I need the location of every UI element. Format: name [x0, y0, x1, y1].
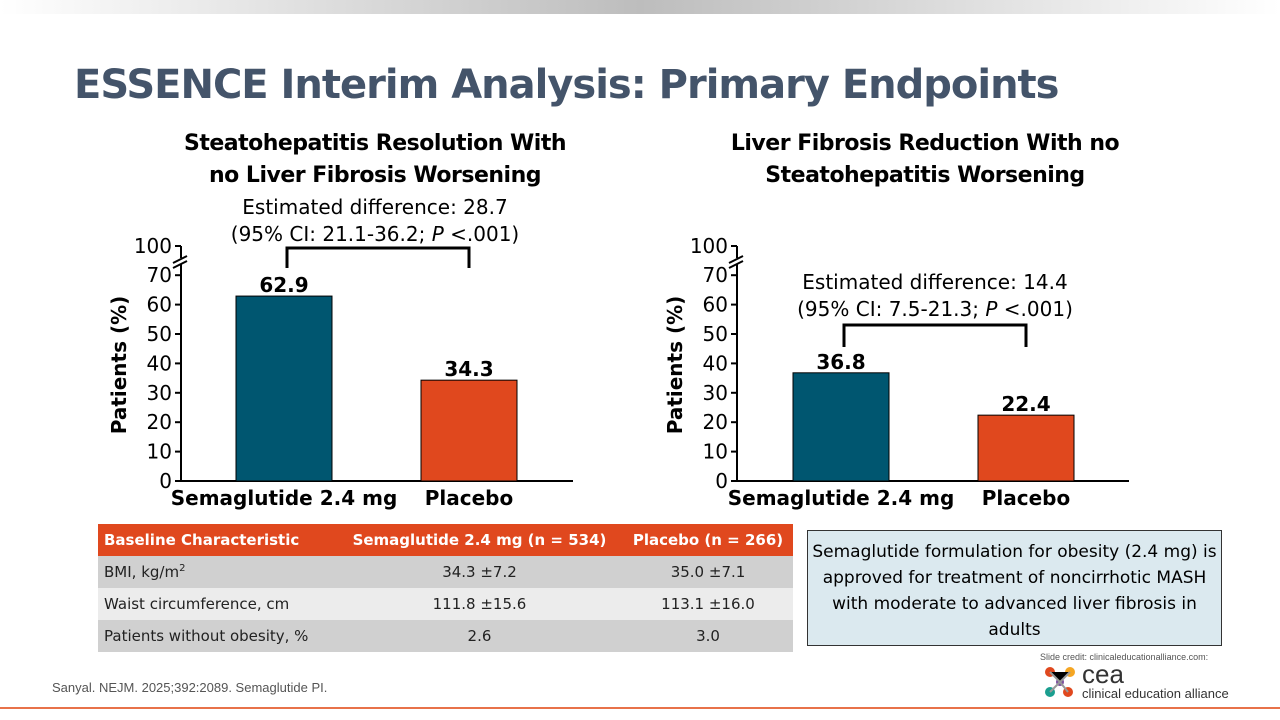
x-tick-label: Semaglutide 2.4 mg [171, 486, 398, 510]
top-gradient-bar [0, 0, 1280, 14]
ci-text: (95% CI: 21.1-36.2; [230, 222, 432, 246]
y-tick-label: 40 [147, 351, 172, 375]
y-tick-label: 50 [147, 322, 172, 346]
y-tick-label: 20 [703, 410, 728, 434]
y-axis-label: Patients (%) [107, 296, 131, 435]
logo-long: clinical education alliance [1082, 686, 1229, 701]
logo-short: cea [1082, 659, 1124, 689]
table-cell: 3.0 [623, 620, 793, 652]
y-tick-label: 100 [690, 234, 728, 258]
difference-bracket [842, 323, 1028, 347]
chart1-title: Steatohepatitis Resolution With no Liver… [170, 128, 580, 192]
table-cell: 2.6 [335, 620, 623, 652]
p-value: <.001) [443, 222, 520, 246]
chart2-annotation: Estimated difference: 14.4 (95% CI: 7.5-… [760, 269, 1110, 323]
bmi-label: BMI, kg/m [104, 563, 180, 581]
header-cell: Baseline Characteristic [98, 524, 336, 556]
chart2-ci: (95% CI: 7.5-21.3; P <.001) [760, 296, 1110, 323]
header-cell: Semaglutide 2.4 mg (n = 534) [335, 524, 623, 556]
axis-break-mark [728, 255, 744, 264]
cea-logo-icon [1045, 667, 1075, 697]
approval-note: Semaglutide formulation for obesity (2.4… [807, 530, 1222, 646]
citation: Sanyal. NEJM. 2025;392:2089. Semaglutide… [52, 680, 328, 695]
ci-text: (95% CI: 7.5-21.3; [797, 297, 986, 321]
bar-value-label: 62.9 [259, 273, 308, 297]
bar-value-label: 36.8 [816, 350, 865, 374]
table-cell: 35.0 ±7.1 [623, 556, 793, 588]
y-tick-label: 60 [147, 293, 172, 317]
bar-value-label: 22.4 [1001, 392, 1050, 416]
chart1-estimate: Estimated difference: 28.7 [242, 195, 508, 219]
y-tick-label: 30 [703, 381, 728, 405]
y-tick-label: 60 [703, 293, 728, 317]
table-cell: 113.1 ±16.0 [623, 588, 793, 620]
chart2-estimate: Estimated difference: 14.4 [802, 270, 1068, 294]
bar-semaglutide [235, 295, 333, 482]
y-tick-label: 0 [715, 469, 728, 493]
axis-break-gap [173, 258, 189, 264]
axis-break-mark [728, 260, 744, 269]
baseline-table: Baseline Characteristic Semaglutide 2.4 m… [98, 524, 793, 652]
y-tick-label: 40 [703, 351, 728, 375]
slide-title: ESSENCE Interim Analysis: Primary Endpoi… [74, 62, 1059, 108]
bar-value-label: 34.3 [444, 357, 493, 381]
y-tick-label: 10 [147, 440, 172, 464]
table-cell: BMI, kg/m2 [98, 556, 336, 588]
table-cell: 111.8 ±15.6 [335, 588, 623, 620]
table-row: Patients without obesity, % 2.6 3.0 [98, 620, 793, 652]
table-cell: Waist circumference, cm [98, 588, 336, 620]
bar-semaglutide [792, 372, 890, 482]
p-value: <.001) [997, 297, 1073, 321]
bottom-rule [0, 707, 1280, 709]
axis-break-gap [729, 258, 745, 264]
y-tick-label: 50 [703, 322, 728, 346]
x-tick-label: Placebo [425, 486, 514, 510]
difference-bracket [285, 246, 471, 268]
x-tick-label: Placebo [982, 486, 1071, 510]
y-tick-label: 30 [147, 381, 172, 405]
y-tick-label: 70 [147, 263, 172, 287]
header-cell: Placebo (n = 266) [623, 524, 793, 556]
bar-placebo [420, 379, 518, 482]
chart1-title-line2: no Liver Fibrosis Worsening [208, 163, 542, 188]
p-label: P [985, 297, 998, 321]
table-header: Baseline Characteristic Semaglutide 2.4 m… [98, 524, 793, 556]
axis-break-mark [172, 260, 188, 269]
slide-credit: Slide credit: clinicaleducationalliance.… [1040, 652, 1209, 662]
y-axis-label: Patients (%) [663, 296, 687, 435]
table-row: BMI, kg/m2 34.3 ±7.2 35.0 ±7.1 [98, 556, 793, 588]
chart2-title-line1: Liver Fibrosis Reduction With no [730, 131, 1120, 156]
y-tick-label: 0 [159, 469, 172, 493]
chart2-title-line2: Steatohepatitis Worsening [765, 163, 1085, 188]
y-tick-label: 20 [147, 410, 172, 434]
chart1-annotation: Estimated difference: 28.7 (95% CI: 21.1… [200, 194, 550, 248]
chart1-ci: (95% CI: 21.1-36.2; P <.001) [200, 221, 550, 248]
table-row: Waist circumference, cm 111.8 ±15.6 113.1 … [98, 588, 793, 620]
y-tick-label: 70 [703, 263, 728, 287]
table-cell: Patients without obesity, % [98, 620, 336, 652]
bar-placebo [977, 414, 1075, 482]
y-tick-label: 10 [703, 440, 728, 464]
chart1-title-line1: Steatohepatitis Resolution With [183, 131, 567, 156]
x-tick-label: Semaglutide 2.4 mg [728, 486, 955, 510]
p-label: P [431, 222, 444, 246]
axis-break-mark [172, 255, 188, 264]
table-cell: 34.3 ±7.2 [335, 556, 623, 588]
y-tick-label: 100 [134, 234, 172, 258]
chart2-title: Liver Fibrosis Reduction With no Steatoh… [720, 128, 1130, 192]
superscript: 2 [179, 563, 186, 574]
